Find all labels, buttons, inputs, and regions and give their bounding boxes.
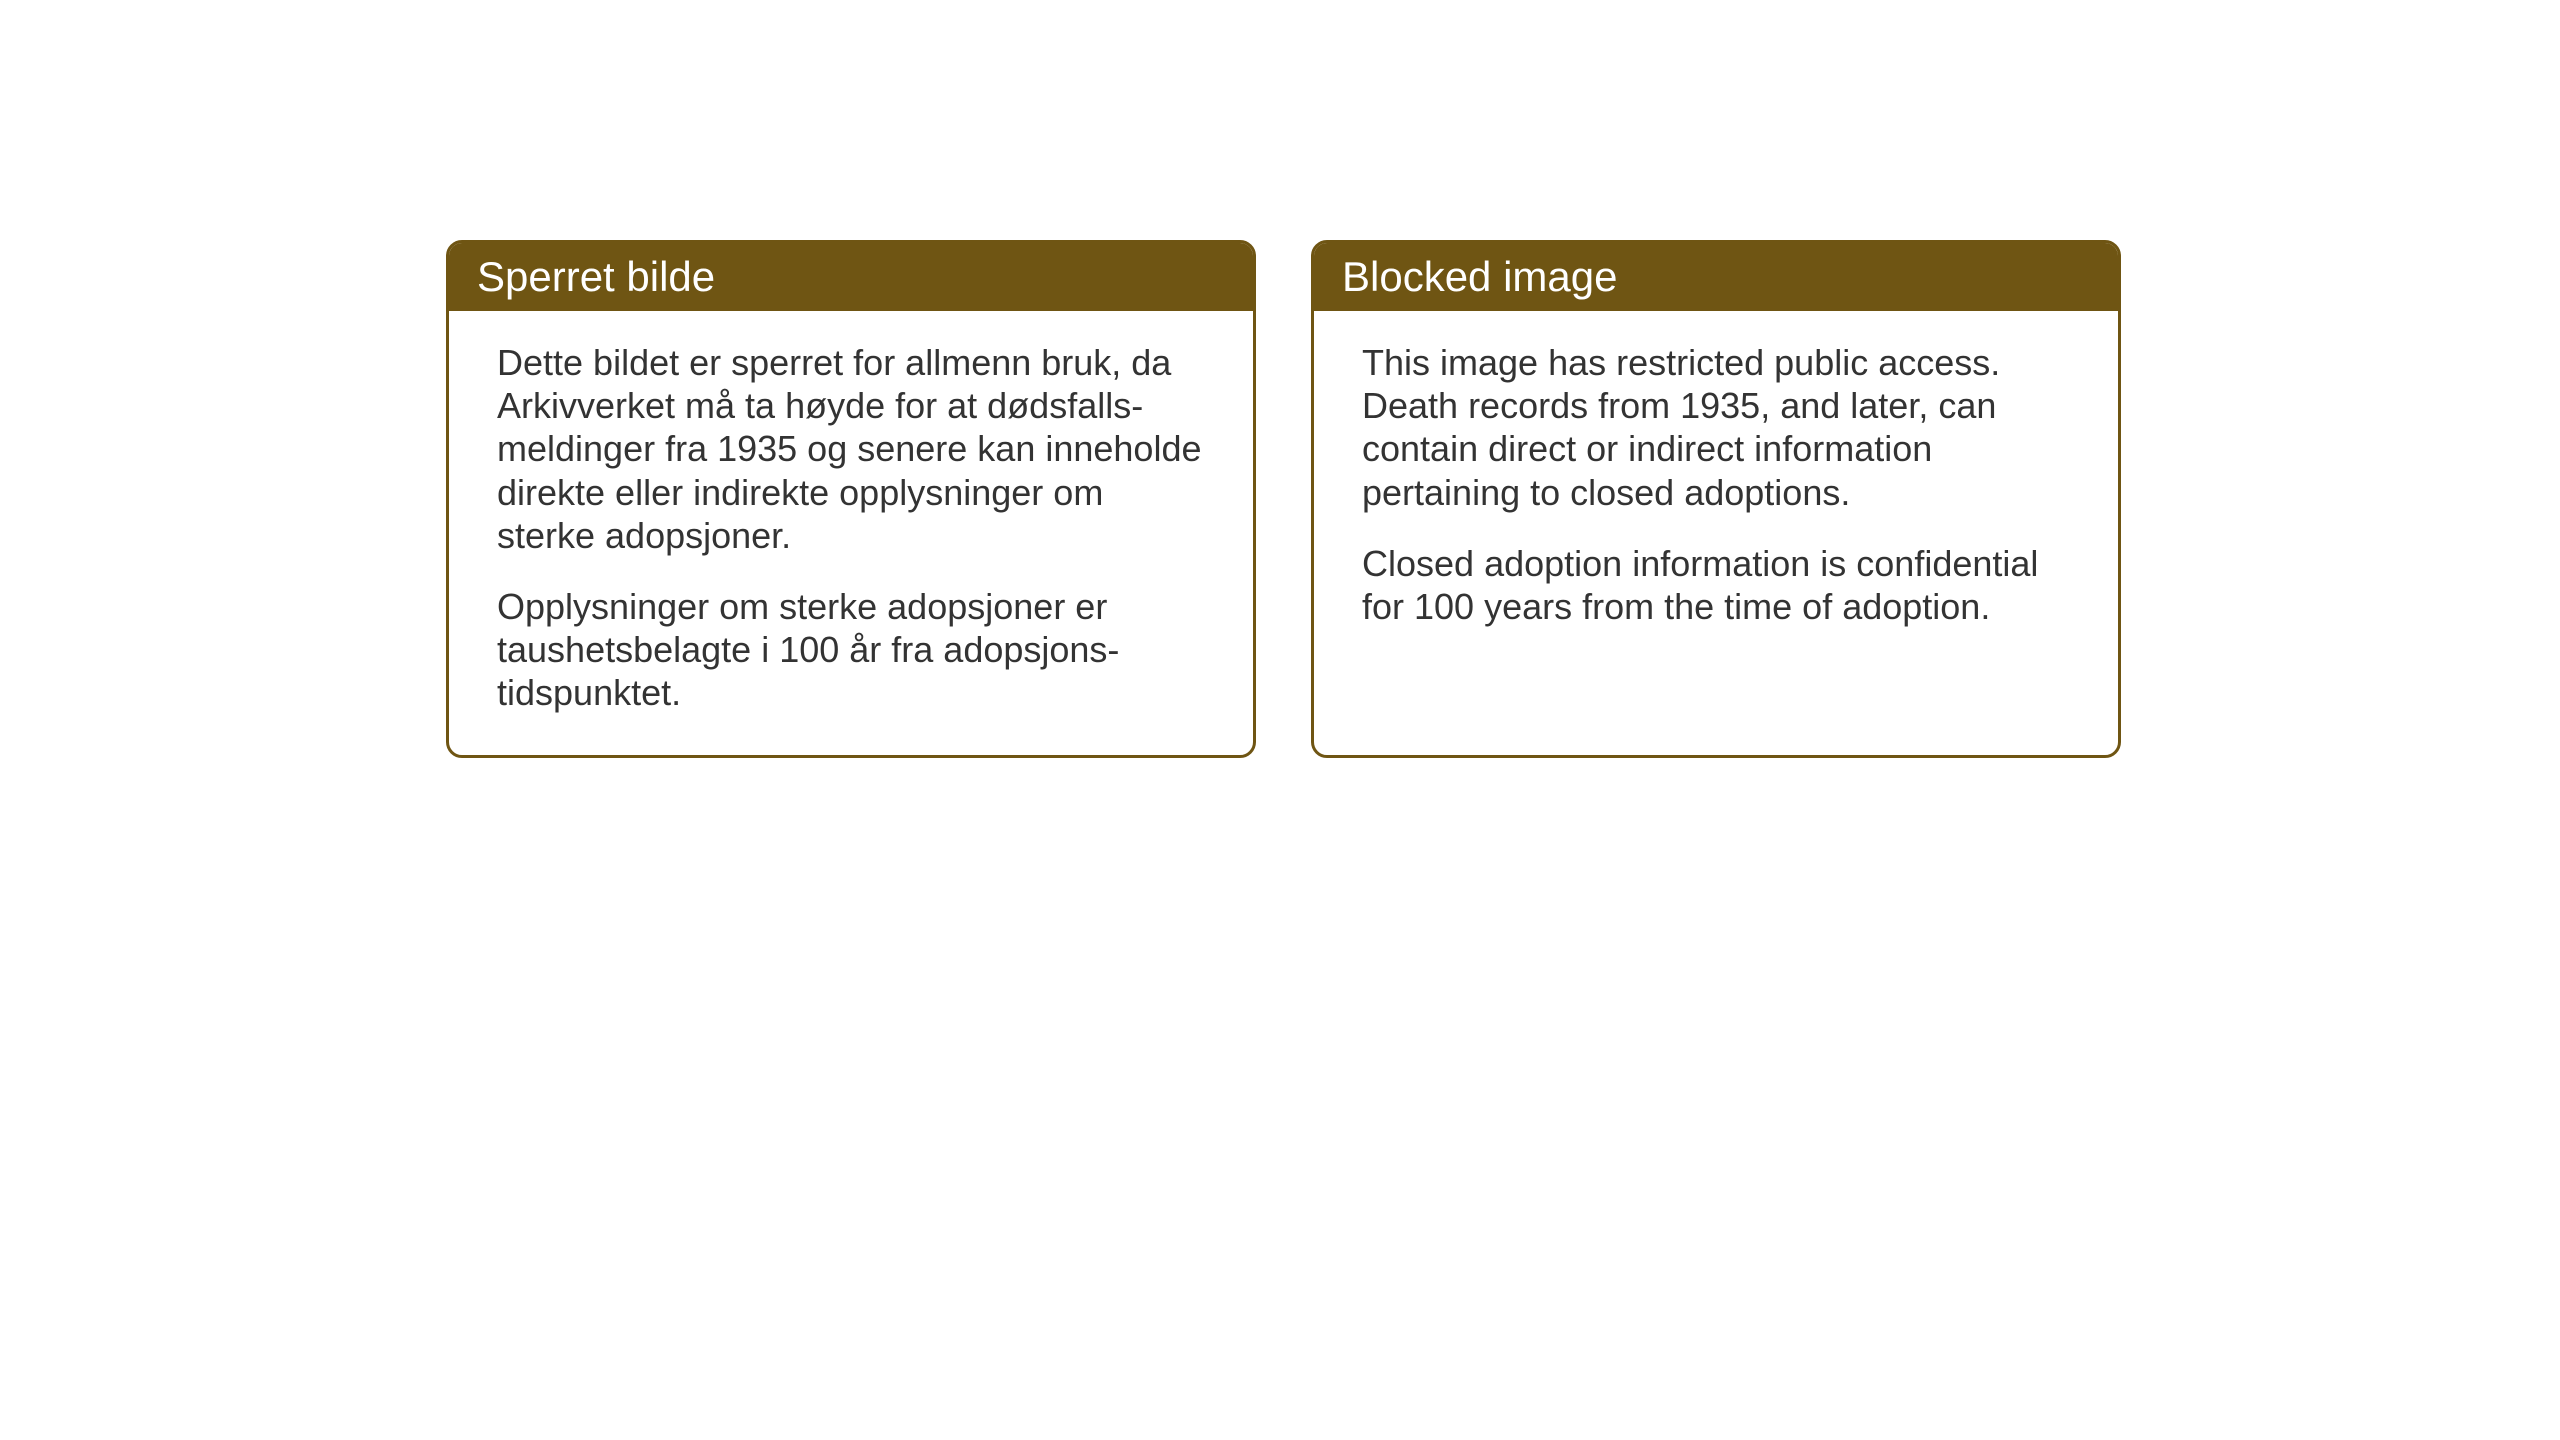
english-paragraph-1: This image has restricted public access.… — [1362, 341, 2070, 514]
norwegian-paragraph-1: Dette bildet er sperret for allmenn bruk… — [497, 341, 1205, 557]
norwegian-paragraph-2: Opplysninger om sterke adopsjoner er tau… — [497, 585, 1205, 715]
english-card-header: Blocked image — [1314, 243, 2118, 311]
english-card: Blocked image This image has restricted … — [1311, 240, 2121, 758]
norwegian-card: Sperret bilde Dette bildet er sperret fo… — [446, 240, 1256, 758]
norwegian-card-title: Sperret bilde — [477, 253, 715, 300]
norwegian-card-body: Dette bildet er sperret for allmenn bruk… — [449, 311, 1253, 755]
cards-container: Sperret bilde Dette bildet er sperret fo… — [446, 240, 2121, 758]
english-card-body: This image has restricted public access.… — [1314, 311, 2118, 668]
english-card-title: Blocked image — [1342, 253, 1617, 300]
english-paragraph-2: Closed adoption information is confident… — [1362, 542, 2070, 628]
norwegian-card-header: Sperret bilde — [449, 243, 1253, 311]
